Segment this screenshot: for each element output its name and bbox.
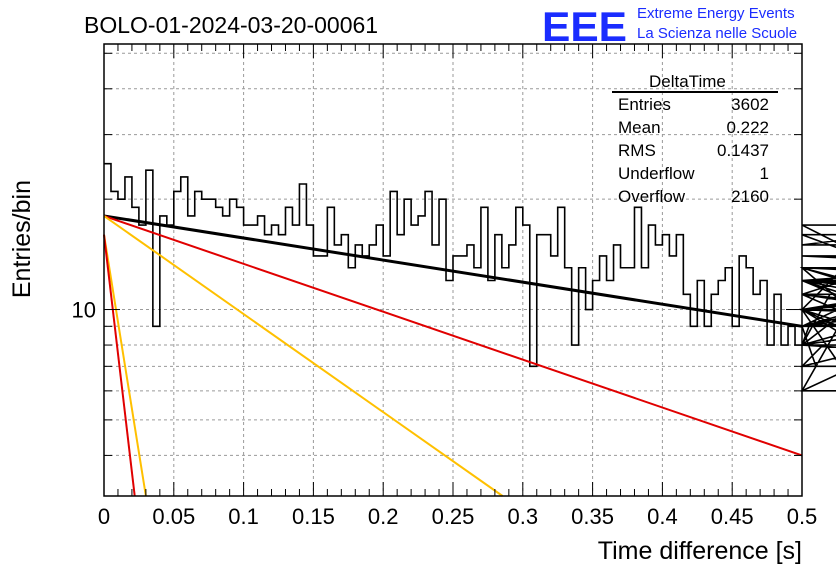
fit-curves <box>103 214 803 497</box>
x-tick-label: 0.05 <box>152 504 195 529</box>
x-tick-label: 0.45 <box>711 504 754 529</box>
stats-label-underflow: Underflow <box>618 164 695 183</box>
x-tick-label: 0.1 <box>228 504 259 529</box>
stats-value-rms: 0.1437 <box>717 141 769 160</box>
stats-value-entries: 3602 <box>731 95 769 114</box>
x-tick-label: 0.5 <box>787 504 818 529</box>
chart-title: BOLO-01-2024-03-20-00061 <box>84 12 378 38</box>
stats-value-overflow: 2160 <box>731 187 769 206</box>
x-axis-label: Time difference [s] <box>598 537 802 565</box>
x-tick-label: 0.25 <box>432 504 475 529</box>
fit-curve-1 <box>103 214 803 328</box>
eee-logo: EEE Extreme Energy Events La Scienza nel… <box>542 3 797 50</box>
x-tick-label: 0.15 <box>292 504 335 529</box>
x-tick-label: 0.4 <box>647 504 678 529</box>
y-tick-label: 10 <box>72 298 96 323</box>
x-tick-label: 0.35 <box>571 504 614 529</box>
stats-label-overflow: Overflow <box>618 187 686 206</box>
histogram <box>104 162 836 392</box>
histogram-line <box>104 162 836 392</box>
stats-title: DeltaTime <box>649 72 726 91</box>
x-tick-label: 0 <box>98 504 110 529</box>
fit-curve-3 <box>103 215 504 497</box>
eee-logo-text: EEE <box>542 3 627 50</box>
fit-curve-2 <box>103 214 803 457</box>
stats-label-mean: Mean <box>618 118 661 137</box>
y-axis-label: Entries/bin <box>8 180 36 298</box>
axes: 0 0.05 0.1 0.15 0.2 0.25 0.3 0.35 0.4 0.45 0.5 10 <box>72 43 818 529</box>
x-tick-label: 0.2 <box>368 504 399 529</box>
eee-logo-line1: Extreme Energy Events <box>637 5 795 22</box>
stats-value-underflow: 1 <box>760 164 769 183</box>
grid-lines <box>104 44 802 496</box>
stats-label-entries: Entries <box>618 95 671 114</box>
stats-label-rms: RMS <box>618 141 656 160</box>
fit-curve-4 <box>103 234 147 497</box>
fit-curve-5 <box>103 234 136 497</box>
eee-logo-line2: La Scienza nelle Scuole <box>637 25 797 42</box>
stats-box: DeltaTime Entries 3602 Mean 0.222 RMS 0.… <box>612 72 778 206</box>
x-tick-label: 0.3 <box>508 504 539 529</box>
stats-value-mean: 0.222 <box>726 118 769 137</box>
